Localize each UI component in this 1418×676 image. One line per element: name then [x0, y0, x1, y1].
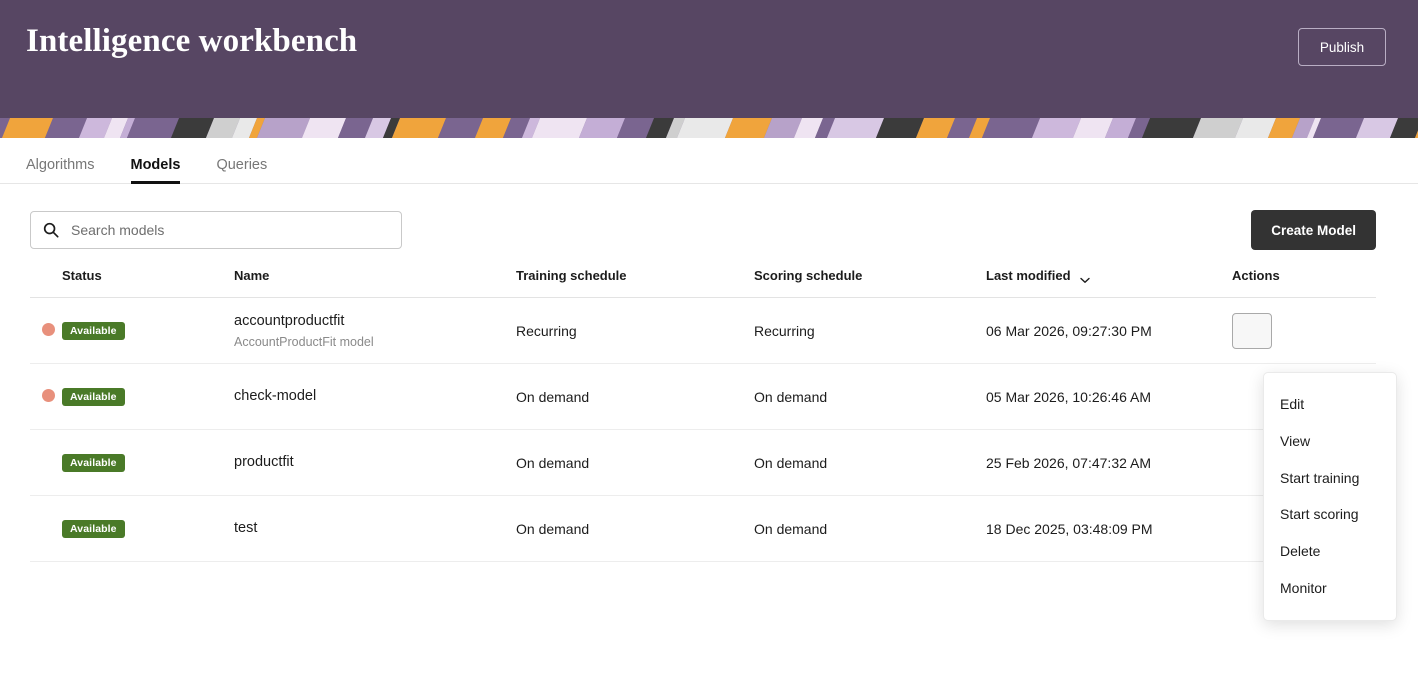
row-status-cell: Available — [62, 495, 234, 562]
row-last-modified-cell: 25 Feb 2026, 07:47:32 AM — [986, 429, 1232, 496]
menu-item-view[interactable]: View — [1280, 432, 1311, 449]
status-badge: Available — [62, 321, 125, 341]
status-indicator-dot — [42, 388, 55, 402]
stripe-segment — [676, 118, 734, 138]
tab-queries[interactable]: Queries — [216, 157, 285, 184]
row-actions-dropdown-menu: Edit View Start training Start scoring D… — [1263, 372, 1397, 621]
table-row[interactable]: Available check-model On demand On deman… — [30, 363, 1376, 430]
row-indicator-cell — [30, 363, 62, 430]
row-last-modified-cell: 05 Mar 2026, 10:26:46 AM — [986, 363, 1232, 430]
row-actions-menu-button[interactable] — [1232, 312, 1272, 349]
stripe-segment — [826, 118, 885, 138]
status-badge: Available — [62, 387, 125, 407]
menu-item-edit[interactable]: Edit — [1280, 396, 1305, 412]
model-name: check-model — [234, 387, 317, 404]
row-last-modified-cell: 06 Mar 2026, 09:27:30 PM — [986, 297, 1232, 364]
row-indicator-cell — [30, 495, 62, 562]
row-status-cell: Available — [62, 297, 234, 364]
sort-last-modified[interactable]: Last modified — [986, 268, 1090, 284]
row-name-cell: test — [234, 495, 516, 562]
publish-button[interactable]: Publish — [1298, 28, 1386, 66]
table-row[interactable]: Available accountproductfit AccountProdu… — [30, 297, 1376, 364]
models-table-wrapper: Status Name Training schedule Scoring sc… — [0, 268, 1418, 562]
row-indicator-cell — [30, 297, 62, 364]
search-input[interactable] — [30, 211, 402, 249]
column-header-name: Name — [234, 268, 516, 298]
column-header-training-schedule: Training schedule — [516, 268, 754, 298]
row-scoring-schedule-cell: On demand — [754, 429, 986, 496]
menu-item-start-training[interactable]: Start training — [1280, 469, 1360, 486]
row-name-cell: accountproductfit AccountProductFit mode… — [234, 297, 516, 364]
row-name-cell: check-model — [234, 363, 516, 430]
tab-models[interactable]: Models — [130, 157, 199, 184]
row-scoring-schedule-cell: Recurring — [754, 297, 986, 364]
column-header-scoring-schedule: Scoring schedule — [754, 268, 986, 298]
row-indicator-cell — [30, 429, 62, 496]
models-table: Status Name Training schedule Scoring sc… — [30, 268, 1376, 562]
table-row[interactable]: Available test On demand On demand 18 De… — [30, 495, 1376, 562]
column-header-indicator — [30, 268, 62, 298]
menu-item-start-scoring[interactable]: Start scoring — [1280, 506, 1359, 523]
row-last-modified-cell: 18 Dec 2025, 03:48:09 PM — [986, 495, 1232, 562]
model-name: accountproductfit — [234, 313, 345, 330]
stripe-segment — [981, 118, 1041, 138]
column-header-status: Status — [62, 268, 234, 298]
row-actions-cell — [1232, 297, 1376, 364]
row-training-schedule-cell: On demand — [516, 495, 754, 562]
model-subtitle: AccountProductFit model — [234, 334, 374, 349]
search-field-wrapper — [30, 211, 402, 249]
row-scoring-schedule-cell: On demand — [754, 495, 986, 562]
row-training-schedule-cell: Recurring — [516, 297, 754, 364]
tab-bar: Algorithms Models Queries — [0, 138, 1418, 184]
app-header: Intelligence workbench Publish — [0, 0, 1418, 118]
status-badge: Available — [62, 453, 125, 473]
row-status-cell: Available — [62, 429, 234, 496]
status-badge: Available — [62, 519, 125, 539]
row-name-cell: productfit — [234, 429, 516, 496]
table-header-row: Status Name Training schedule Scoring sc… — [30, 268, 1376, 298]
status-indicator-dot — [42, 322, 55, 336]
table-header: Status Name Training schedule Scoring sc… — [30, 268, 1376, 298]
stripe-segment — [1141, 118, 1202, 138]
row-training-schedule-cell: On demand — [516, 363, 754, 430]
row-scoring-schedule-cell: On demand — [754, 363, 986, 430]
model-name: productfit — [234, 453, 294, 470]
column-header-actions: Actions — [1232, 268, 1376, 298]
model-name: test — [234, 519, 258, 536]
page-title: Intelligence workbench — [26, 23, 358, 59]
chevron-down-icon — [1079, 272, 1090, 284]
toolbar: Create Model — [0, 184, 1418, 250]
table-row[interactable]: Available productfit On demand On demand… — [30, 429, 1376, 496]
table-body: Available accountproductfit AccountProdu… — [30, 297, 1376, 562]
decorative-stripe-band — [0, 118, 1418, 138]
menu-item-monitor[interactable]: Monitor — [1280, 579, 1327, 596]
column-header-last-modified-label: Last modified — [986, 268, 1071, 283]
create-model-button[interactable]: Create Model — [1251, 210, 1376, 250]
row-training-schedule-cell: On demand — [516, 429, 754, 496]
row-status-cell: Available — [62, 363, 234, 430]
column-header-last-modified: Last modified — [986, 268, 1232, 298]
stripe-segment — [531, 118, 588, 138]
tab-algorithms[interactable]: Algorithms — [26, 157, 113, 184]
menu-item-delete[interactable]: Delete — [1280, 543, 1321, 560]
